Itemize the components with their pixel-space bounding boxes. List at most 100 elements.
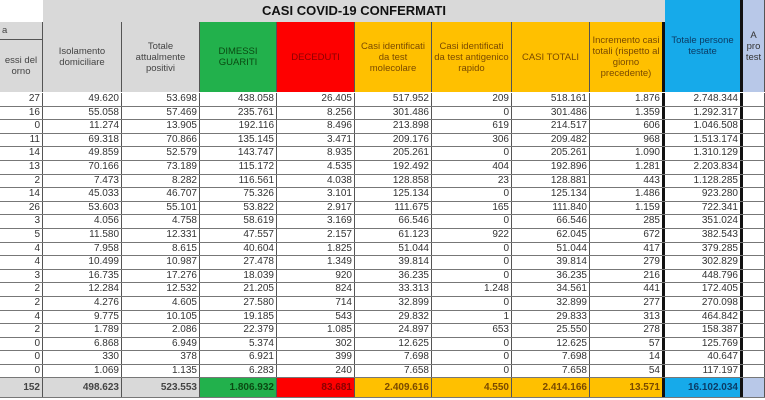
cell-totale-attualmente-positivi: 378 bbox=[122, 351, 200, 364]
cell-casi-totali: 209.482 bbox=[512, 133, 590, 147]
header-deceduti: DECEDUTI bbox=[277, 22, 355, 92]
cell-casi-test-antigenico: 23 bbox=[432, 174, 512, 188]
cell-casi-testati-partial bbox=[743, 147, 765, 160]
cell-totale-persone-testate: 351.024 bbox=[665, 215, 743, 228]
cell-dimessi-guariti: 21.205 bbox=[200, 283, 277, 296]
table-row: 13 70.166 73.189 115.172 4.535 192.492 404 192.… bbox=[0, 160, 765, 175]
header-totale-attualmente-positivi: Totale attualmente positivi bbox=[122, 22, 200, 92]
cell-deceduti: 8.496 bbox=[277, 120, 355, 133]
cell-deceduti: 302 bbox=[277, 337, 355, 351]
cell-casi-testati-partial bbox=[743, 256, 765, 269]
cell-totale-attualmente-positivi: 4.758 bbox=[122, 215, 200, 228]
cell-casi-totali: 29.833 bbox=[512, 310, 590, 324]
cell-casi-totali: 51.044 bbox=[512, 242, 590, 256]
cell-casi-test-antigenico: 0 bbox=[432, 351, 512, 364]
cell-deceduti: 3.169 bbox=[277, 215, 355, 228]
cell-incremento-casi-totali: 1.876 bbox=[590, 93, 665, 106]
cell-casi-totali: 192.896 bbox=[512, 160, 590, 174]
cell-dimessi-guariti: 143.747 bbox=[200, 147, 277, 160]
cell-totale-persone-testate: 382.543 bbox=[665, 228, 743, 242]
cell-deceduti: 2.157 bbox=[277, 228, 355, 242]
cell-casi-testati-partial bbox=[743, 133, 765, 147]
cell-casi-test-molecolare: 517.952 bbox=[355, 93, 432, 106]
cell-deceduti: 1.349 bbox=[277, 256, 355, 269]
table-row: 4 9.775 10.105 19.185 543 29.832 1 29.833 313 464… bbox=[0, 310, 765, 325]
cell-dimessi-guariti: 47.557 bbox=[200, 228, 277, 242]
cell-totale-attualmente-positivi: 52.579 bbox=[122, 147, 200, 160]
cell-casi-totali: 205.261 bbox=[512, 147, 590, 160]
cell-ingressi-del-giorno: 11 bbox=[0, 133, 43, 147]
cell-totale-attualmente-positivi: 73.189 bbox=[122, 160, 200, 174]
cell-incremento-casi-totali: 1.281 bbox=[590, 160, 665, 174]
table-row: 0 11.274 13.905 192.116 8.496 213.898 619 214.5… bbox=[0, 120, 765, 134]
cell-totale-persone-testate: 2.748.344 bbox=[665, 93, 743, 106]
cell-casi-test-molecolare: 301.486 bbox=[355, 106, 432, 120]
cell-deceduti: 824 bbox=[277, 283, 355, 296]
cell-incremento-casi-totali: 54 bbox=[590, 364, 665, 378]
cell-casi-totali: 62.045 bbox=[512, 228, 590, 242]
cell-casi-test-antigenico: 4.550 bbox=[432, 378, 512, 398]
table-row: 11 69.318 70.866 135.145 3.471 209.176 306 209.… bbox=[0, 133, 765, 148]
cell-incremento-casi-totali: 313 bbox=[590, 310, 665, 324]
cell-casi-test-antigenico: 0 bbox=[432, 106, 512, 120]
cell-incremento-casi-totali: 285 bbox=[590, 215, 665, 228]
cell-casi-testati-partial bbox=[743, 378, 765, 398]
table-row: 2 4.276 4.605 27.580 714 32.899 0 32.899 277 270.… bbox=[0, 296, 765, 311]
cell-totale-attualmente-positivi: 53.698 bbox=[122, 93, 200, 106]
cell-deceduti: 1.825 bbox=[277, 242, 355, 256]
cell-casi-testati-partial bbox=[743, 269, 765, 283]
cell-dimessi-guariti: 75.326 bbox=[200, 188, 277, 201]
cell-casi-test-antigenico: 0 bbox=[432, 269, 512, 283]
cell-incremento-casi-totali: 278 bbox=[590, 324, 665, 337]
table-row: 2 7.473 8.282 116.561 4.038 128.858 23 128.881 4… bbox=[0, 174, 765, 189]
cell-casi-test-antigenico: 0 bbox=[432, 147, 512, 160]
cell-casi-testati-partial bbox=[743, 160, 765, 174]
cell-casi-test-antigenico: 0 bbox=[432, 215, 512, 228]
cell-isolamento-domiciliare: 49.620 bbox=[43, 93, 122, 106]
cell-ingressi-del-giorno: 27 bbox=[0, 93, 43, 106]
cell-incremento-casi-totali: 417 bbox=[590, 242, 665, 256]
cell-casi-test-antigenico: 165 bbox=[432, 201, 512, 215]
cell-casi-test-molecolare: 125.134 bbox=[355, 188, 432, 201]
cell-casi-test-antigenico: 404 bbox=[432, 160, 512, 174]
cell-totale-persone-testate: 172.405 bbox=[665, 283, 743, 296]
cell-deceduti: 3.101 bbox=[277, 188, 355, 201]
cell-incremento-casi-totali: 443 bbox=[590, 174, 665, 188]
cell-dimessi-guariti: 192.116 bbox=[200, 120, 277, 133]
cell-incremento-casi-totali: 1.159 bbox=[590, 201, 665, 215]
cell-casi-test-antigenico: 0 bbox=[432, 188, 512, 201]
cell-incremento-casi-totali: 1.090 bbox=[590, 147, 665, 160]
cell-isolamento-domiciliare: 1.069 bbox=[43, 364, 122, 378]
cell-isolamento-domiciliare: 7.958 bbox=[43, 242, 122, 256]
cell-totale-persone-testate: 722.341 bbox=[665, 201, 743, 215]
cell-deceduti: 1.085 bbox=[277, 324, 355, 337]
cell-incremento-casi-totali: 13.571 bbox=[590, 378, 665, 398]
header-incremento-casi-totali: Incremento casi totali (rispetto al gior… bbox=[590, 22, 665, 92]
cell-ingressi-del-giorno: 26 bbox=[0, 201, 43, 215]
table-row: 2 1.789 2.086 22.379 1.085 24.897 653 25.550 278… bbox=[0, 324, 765, 338]
cell-totale-attualmente-positivi: 8.282 bbox=[122, 174, 200, 188]
cell-totale-persone-testate: 16.102.034 bbox=[665, 378, 743, 398]
cell-isolamento-domiciliare: 69.318 bbox=[43, 133, 122, 147]
cell-deceduti: 4.038 bbox=[277, 174, 355, 188]
cell-dimessi-guariti: 53.822 bbox=[200, 201, 277, 215]
cell-dimessi-guariti: 5.374 bbox=[200, 337, 277, 351]
cell-deceduti: 543 bbox=[277, 310, 355, 324]
cell-totale-attualmente-positivi: 8.615 bbox=[122, 242, 200, 256]
cell-casi-test-molecolare: 12.625 bbox=[355, 337, 432, 351]
cell-casi-totali: 66.546 bbox=[512, 215, 590, 228]
cell-deceduti: 26.405 bbox=[277, 93, 355, 106]
cell-casi-test-antigenico: 0 bbox=[432, 364, 512, 378]
cell-ingressi-del-giorno: 4 bbox=[0, 310, 43, 324]
cell-casi-testati-partial bbox=[743, 106, 765, 120]
cell-totale-attualmente-positivi: 12.532 bbox=[122, 283, 200, 296]
cell-ingressi-del-giorno: 13 bbox=[0, 160, 43, 174]
cell-incremento-casi-totali: 606 bbox=[590, 120, 665, 133]
cell-casi-test-molecolare: 39.814 bbox=[355, 256, 432, 269]
cell-totale-attualmente-positivi: 10.987 bbox=[122, 256, 200, 269]
cell-casi-test-molecolare: 36.235 bbox=[355, 269, 432, 283]
cell-dimessi-guariti: 135.145 bbox=[200, 133, 277, 147]
cell-deceduti: 3.471 bbox=[277, 133, 355, 147]
cell-casi-testati-partial bbox=[743, 296, 765, 310]
cell-totale-persone-testate: 270.098 bbox=[665, 296, 743, 310]
